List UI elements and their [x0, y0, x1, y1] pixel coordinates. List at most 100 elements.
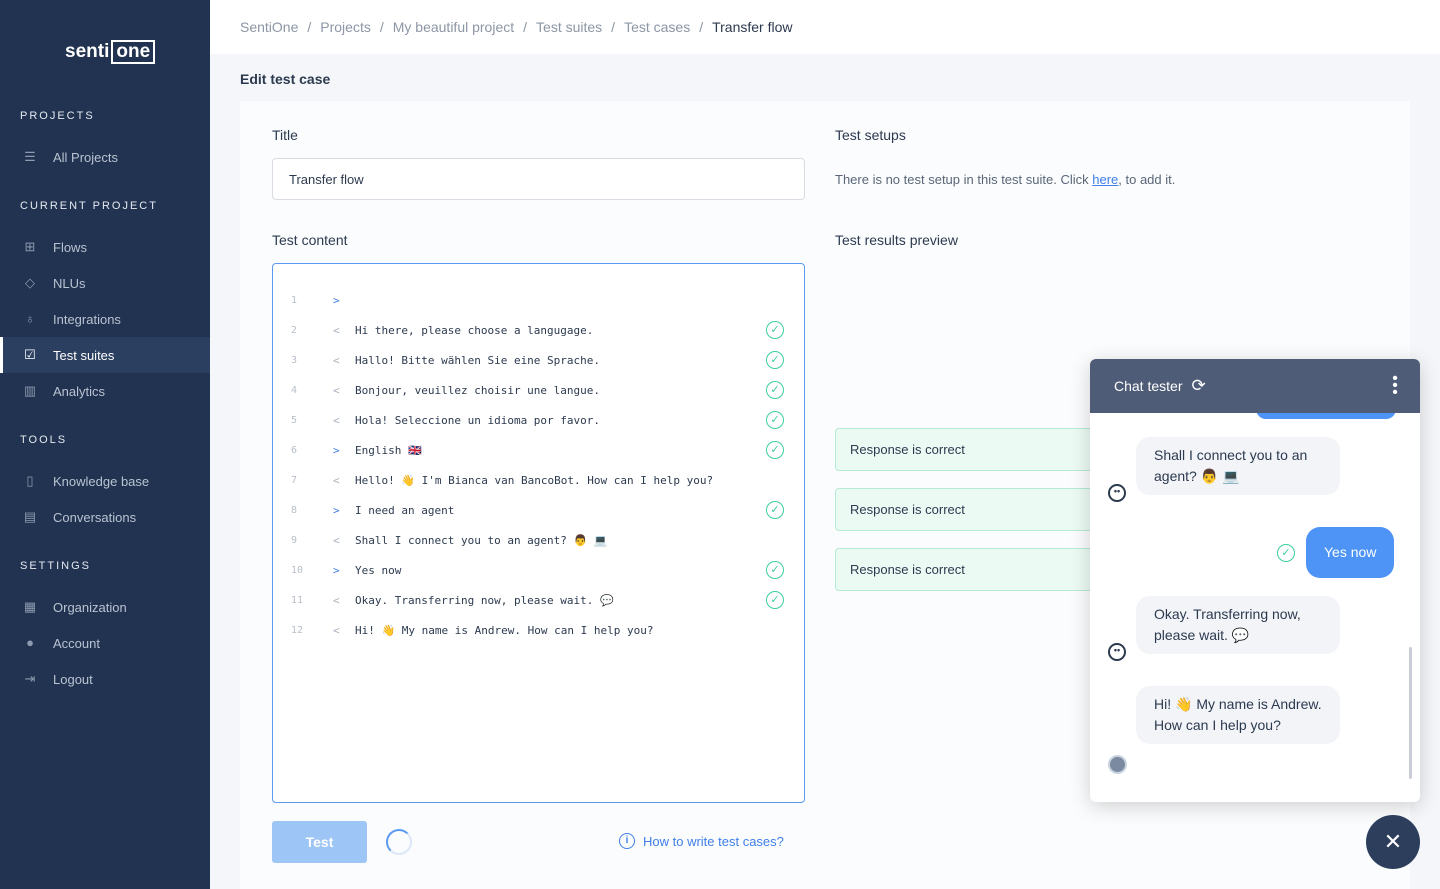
sidebar-item-integrations[interactable]: ♁ Integrations: [0, 301, 210, 337]
breadcrumb-separator: /: [611, 19, 616, 35]
list-icon: ☰: [24, 149, 36, 164]
line-text: English 🇬🇧: [355, 443, 422, 457]
test-setups-label: Test setups: [835, 127, 906, 143]
test-line[interactable]: 10 > Yes now ✓: [273, 560, 804, 580]
refresh-icon[interactable]: ⟳: [1191, 376, 1206, 395]
sidebar-item-logout[interactable]: ⇥ Logout: [0, 661, 210, 697]
direction-marker: <: [333, 323, 340, 337]
direction-marker: <: [333, 473, 340, 487]
test-line[interactable]: 1 >: [273, 290, 804, 310]
direction-marker: >: [333, 503, 340, 517]
direction-marker: <: [333, 413, 340, 427]
sidebar-item-label: Analytics: [53, 383, 106, 399]
sidebar-item-label: Integrations: [53, 311, 121, 327]
line-text: Okay. Transferring now, please wait. 💬: [355, 593, 614, 607]
breadcrumb-item[interactable]: SentiOne: [240, 19, 299, 35]
sidebar-item-test-suites[interactable]: ☑ Test suites: [0, 337, 210, 373]
chat-scrollbar[interactable]: [1409, 647, 1412, 779]
breadcrumb-item[interactable]: Test cases: [624, 19, 691, 35]
setups-text-end: , to add it.: [1118, 172, 1176, 187]
breadcrumb-item[interactable]: Projects: [320, 19, 371, 35]
help-link-label: How to write test cases?: [643, 833, 784, 849]
direction-marker: >: [333, 563, 340, 577]
breadcrumb-item[interactable]: Test suites: [536, 19, 603, 35]
line-text: Hi there, please choose a langugage.: [355, 323, 594, 337]
sidebar-item-analytics[interactable]: ▥ Analytics: [0, 373, 210, 409]
response-result: Response is correct: [835, 488, 1105, 531]
test-line[interactable]: 7 < Hello! 👋 I'm Bianca van BancoBot. How …: [273, 470, 804, 490]
line-number: 11: [291, 594, 304, 606]
sidebar-item-flows[interactable]: ⊞ Flows: [0, 229, 210, 265]
test-line[interactable]: 5 < Hola! Seleccione un idioma por favor. ✓: [273, 410, 804, 430]
sidebar-item-label: Flows: [53, 239, 87, 255]
section-projects: PROJECTS: [20, 110, 95, 122]
test-line[interactable]: 3 < Hallo! Bitte wählen Sie eine Sprache. ✓: [273, 350, 804, 370]
section-tools: TOOLS: [20, 434, 68, 446]
direction-marker: <: [333, 593, 340, 607]
line-number: 7: [291, 474, 298, 486]
test-line[interactable]: 11 < Okay. Transferring now, please wait. …: [273, 590, 804, 610]
sidebar-item-label: NLUs: [53, 275, 86, 291]
line-text: Shall I connect you to an agent? 👨 💻: [355, 533, 608, 547]
logout-icon: ⇥: [24, 671, 36, 686]
line-number: 2: [291, 324, 298, 336]
test-button[interactable]: Test: [272, 821, 367, 863]
line-text: Yes now: [355, 563, 402, 577]
sidebar-item-account[interactable]: ● Account: [0, 625, 210, 661]
breadcrumb-item: Transfer flow: [712, 19, 793, 35]
test-results-preview-label: Test results preview: [835, 232, 958, 248]
sidebar: senti one PROJECTS CURRENT PROJECT TOOLS …: [0, 0, 210, 889]
check-icon: ✓: [766, 411, 784, 429]
add-setup-link[interactable]: here: [1092, 172, 1119, 187]
bot-icon: ••: [1108, 643, 1126, 661]
breadcrumb-separator: /: [307, 19, 312, 35]
sidebar-item-all-projects[interactable]: ☰ All Projects: [0, 139, 210, 175]
sidebar-item-nlus[interactable]: ◇ NLUs: [0, 265, 210, 301]
test-line[interactable]: 9 < Shall I connect you to an agent? 👨 💻: [273, 530, 804, 550]
check-icon: ✓: [766, 321, 784, 339]
line-text: Hola! Seleccione un idioma por favor.: [355, 413, 601, 427]
line-number: 6: [291, 444, 298, 456]
checklist-icon: ☑: [24, 347, 36, 362]
sidebar-item-conversations[interactable]: ▤ Conversations: [0, 499, 210, 535]
message-icon: ▤: [23, 509, 37, 524]
section-current-project: CURRENT PROJECT: [20, 200, 158, 212]
sidebar-item-label: Test suites: [53, 347, 115, 363]
test-line[interactable]: 4 < Bonjour, veuillez choisir une langue. ✓: [273, 380, 804, 400]
breadcrumb-separator: /: [699, 19, 704, 35]
chat-message-agent: Hi! 👋 My name is Andrew. How can I help …: [1136, 686, 1340, 744]
line-number: 1: [291, 294, 298, 306]
agent-avatar: [1108, 755, 1127, 774]
chart-icon: ▥: [23, 383, 37, 398]
close-chat-button[interactable]: ✕: [1366, 815, 1420, 869]
line-text: I need an agent: [355, 503, 455, 517]
graduation-cap-icon: ◇: [25, 275, 35, 290]
chat-header: Chat tester ⟳ • • •: [1090, 359, 1420, 413]
direction-marker: <: [333, 383, 340, 397]
sidebar-item-label: Logout: [53, 671, 93, 687]
breadcrumb-separator: /: [379, 19, 384, 35]
title-input[interactable]: Transfer flow: [272, 158, 805, 200]
test-content-editor[interactable]: 1 >2 < Hi there, please choose a langugage.…: [272, 263, 805, 803]
test-line[interactable]: 6 > English 🇬🇧 ✓: [273, 440, 804, 460]
test-line[interactable]: 12 < Hi! 👋 My name is Andrew. How can I he…: [273, 620, 804, 640]
test-line[interactable]: 2 < Hi there, please choose a langugage. ✓: [273, 320, 804, 340]
book-icon: ▯: [26, 473, 34, 488]
sidebar-item-knowledge-base[interactable]: ▯ Knowledge base: [0, 463, 210, 499]
line-number: 5: [291, 414, 298, 426]
sidebar-item-organization[interactable]: ▦ Organization: [0, 589, 210, 625]
sidebar-item-label: Account: [53, 635, 100, 651]
plug-icon: ♁: [25, 311, 35, 326]
line-number: 4: [291, 384, 298, 396]
sentione-logo[interactable]: senti one: [65, 40, 156, 64]
help-link[interactable]: i How to write test cases?: [619, 833, 784, 849]
breadcrumb: SentiOne / Projects / My beautiful project / T…: [210, 0, 1440, 54]
more-options-icon[interactable]: • • •: [1392, 370, 1398, 401]
line-text: Bonjour, veuillez choisir une langue.: [355, 383, 601, 397]
chat-message-bot: Okay. Transferring now, please wait. 💬: [1136, 596, 1340, 654]
response-result: Response is correct: [835, 428, 1105, 471]
test-line[interactable]: 8 > I need an agent ✓: [273, 500, 804, 520]
sidebar-item-label: All Projects: [53, 149, 119, 165]
breadcrumb-item[interactable]: My beautiful project: [392, 19, 515, 35]
test-content-label: Test content: [272, 232, 348, 248]
